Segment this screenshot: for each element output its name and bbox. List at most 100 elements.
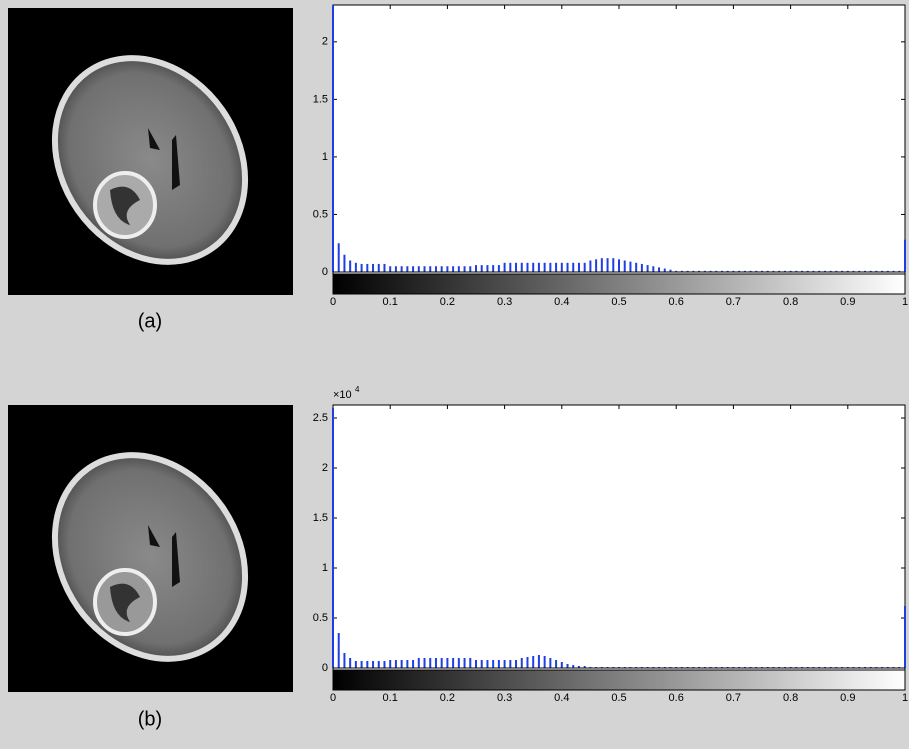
- bar: [658, 267, 661, 272]
- y-multiplier: ×10: [333, 389, 352, 401]
- bar: [429, 658, 432, 668]
- bar: [366, 263, 369, 272]
- x-tick-label: 0.5: [611, 296, 626, 308]
- x-tick-label: 0.2: [440, 296, 455, 308]
- bar: [669, 269, 672, 272]
- bar: [743, 270, 746, 272]
- bar: [515, 660, 518, 668]
- bar: [337, 243, 340, 272]
- bar: [440, 266, 443, 272]
- y-tick-label: 2.5: [313, 412, 328, 424]
- bar: [360, 661, 363, 668]
- bar: [400, 266, 403, 272]
- x-tick-label: 0.1: [383, 296, 398, 308]
- bar: [829, 270, 832, 272]
- bar: [457, 658, 460, 668]
- bar: [452, 658, 455, 668]
- bar: [583, 666, 586, 668]
- bar: [869, 270, 872, 272]
- bar: [497, 265, 500, 272]
- bar: [589, 260, 592, 272]
- x-tick-label: 0.9: [840, 296, 855, 308]
- x-tick-label: 0.2: [440, 692, 455, 704]
- bar: [480, 265, 483, 272]
- x-tick-label: 0.1: [383, 692, 398, 704]
- bar: [652, 266, 655, 272]
- y-tick-label: 1: [322, 562, 328, 574]
- bar: [703, 270, 706, 272]
- bar: [332, 5, 334, 272]
- bar: [875, 270, 878, 272]
- y-tick-label: 0: [322, 266, 328, 278]
- x-tick-label: 1: [902, 692, 908, 704]
- bar: [400, 660, 403, 668]
- bar: [509, 660, 512, 668]
- bar: [789, 270, 792, 272]
- bar: [898, 270, 901, 272]
- bar: [566, 262, 569, 272]
- bar: [600, 258, 603, 272]
- bar: [801, 270, 804, 272]
- bar: [577, 262, 580, 272]
- bar: [709, 270, 712, 272]
- bar: [766, 270, 769, 272]
- bar: [406, 266, 409, 272]
- bar: [469, 266, 472, 272]
- bar: [394, 660, 397, 668]
- bar: [537, 262, 540, 272]
- bar: [612, 258, 615, 272]
- bar: [606, 258, 609, 272]
- bar: [640, 263, 643, 272]
- bar: [698, 270, 701, 272]
- bar: [492, 265, 495, 272]
- y-tick-label: 1: [322, 151, 328, 163]
- bar: [446, 266, 449, 272]
- x-tick-label: 0.3: [497, 692, 512, 704]
- bar: [904, 606, 906, 668]
- x-tick-label: 0.9: [840, 692, 855, 704]
- bar: [434, 658, 437, 668]
- bar: [337, 633, 340, 668]
- bar: [480, 660, 483, 668]
- bar: [417, 266, 420, 272]
- bar: [503, 660, 506, 668]
- bar: [572, 665, 575, 668]
- bar: [629, 261, 632, 272]
- bar: [783, 270, 786, 272]
- x-tick-label: 0.7: [726, 296, 741, 308]
- bar: [595, 259, 598, 272]
- colorbar: [332, 669, 906, 691]
- y-exponent: 4: [355, 385, 360, 394]
- bar: [349, 658, 352, 668]
- bar: [675, 270, 678, 272]
- bar: [463, 266, 466, 272]
- bar: [566, 664, 569, 668]
- bar: [812, 270, 815, 272]
- bar: [354, 262, 357, 272]
- bar: [532, 262, 535, 272]
- bar: [623, 260, 626, 272]
- bar: [440, 658, 443, 668]
- bar: [372, 263, 375, 272]
- bar: [761, 270, 763, 272]
- bar: [715, 270, 718, 272]
- bar: [332, 408, 334, 668]
- bar: [646, 265, 649, 272]
- bar: [509, 262, 512, 272]
- bar: [738, 270, 741, 272]
- bar: [520, 262, 523, 272]
- y-tick-label: 0.5: [313, 208, 328, 220]
- bar: [560, 662, 563, 668]
- x-tick-label: 0: [330, 296, 336, 308]
- bar: [377, 263, 380, 272]
- bar: [475, 660, 477, 668]
- bar: [543, 656, 546, 668]
- bar: [835, 270, 838, 272]
- mri-image: [8, 8, 293, 295]
- bar: [389, 660, 392, 668]
- plot-area: [332, 404, 906, 677]
- x-tick-label: 0.4: [554, 296, 569, 308]
- bar: [772, 270, 775, 272]
- y-tick-label: 0.5: [313, 612, 328, 624]
